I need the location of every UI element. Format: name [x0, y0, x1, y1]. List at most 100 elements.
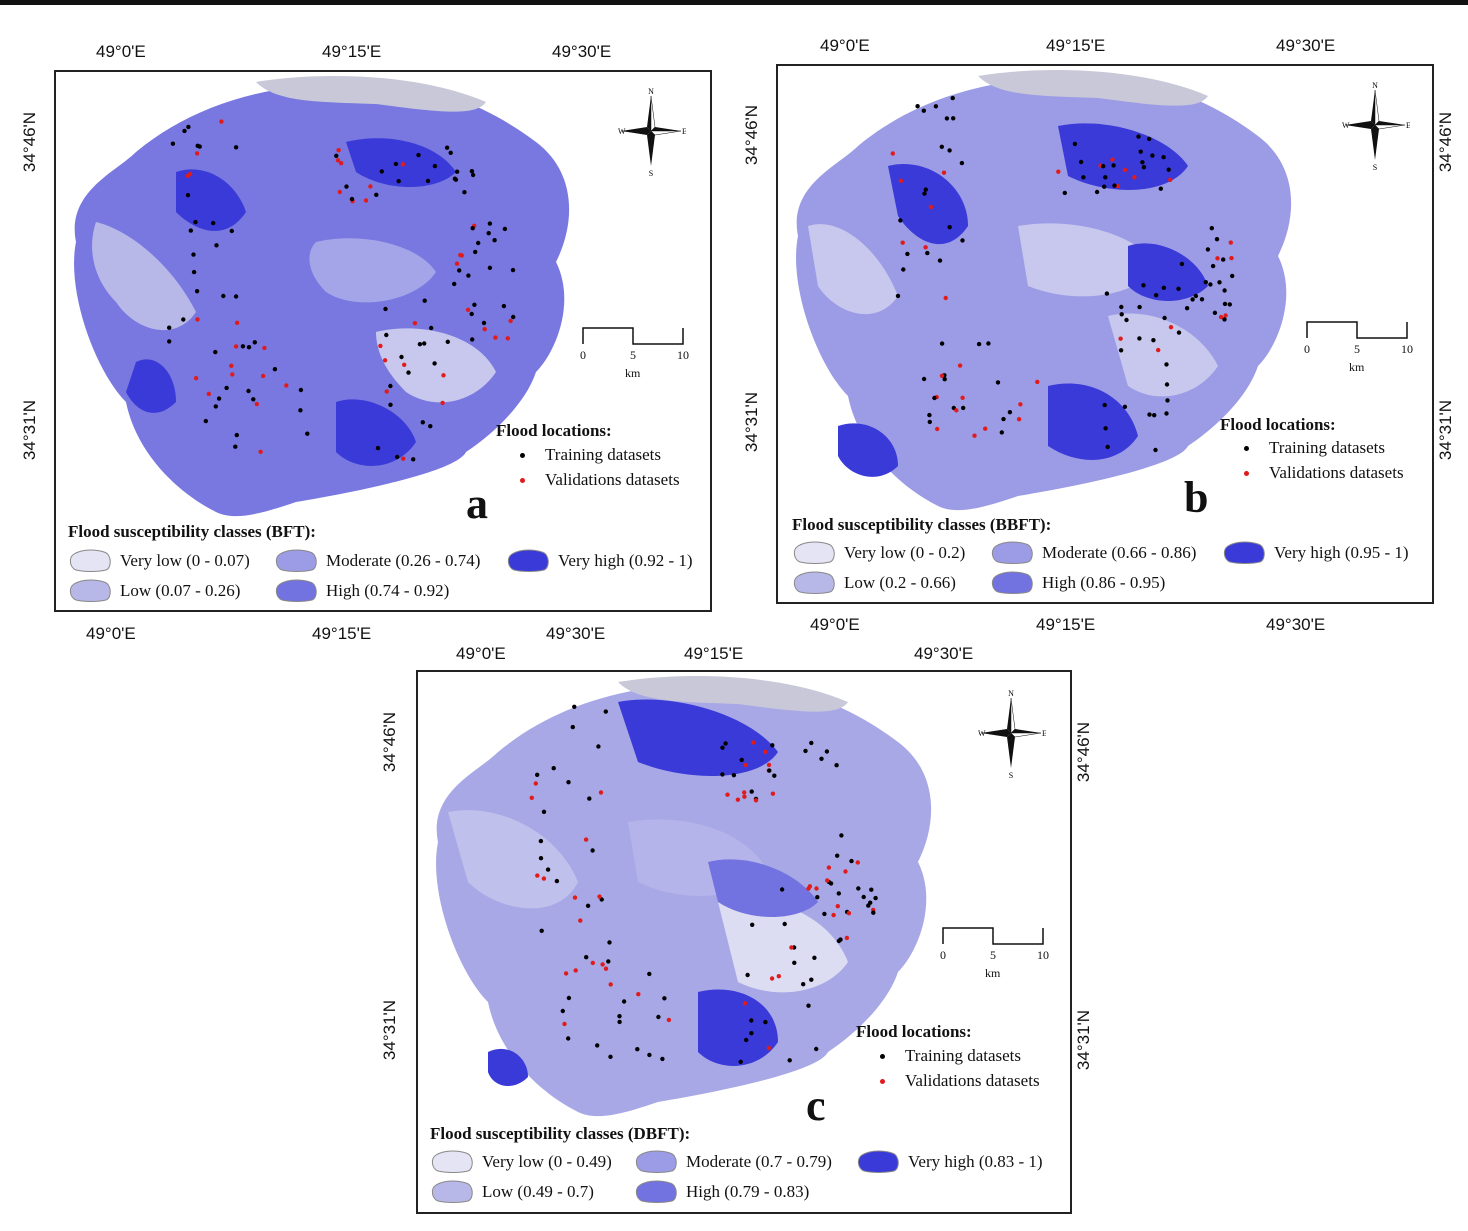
panel-letter: b	[1184, 473, 1209, 522]
flood-location-marker	[873, 895, 878, 901]
flood-location-marker	[349, 196, 355, 202]
flood-location-marker	[538, 838, 544, 844]
flood-location-marker	[486, 231, 491, 236]
lon-label-top: 49°30'E	[552, 42, 612, 61]
flood-location-marker	[399, 354, 404, 360]
flood-location-marker	[957, 363, 963, 368]
flood-location-marker	[233, 444, 238, 449]
flood-location-marker	[731, 773, 737, 778]
flood-location-marker	[233, 344, 239, 349]
flood-location-marker	[792, 960, 797, 965]
flood-location-marker	[1137, 336, 1142, 341]
flood-location-marker	[923, 245, 928, 250]
flood-location-marker	[562, 1021, 567, 1027]
flood-location-marker	[772, 773, 777, 778]
flood-location-marker	[395, 454, 400, 460]
flood-location-marker	[384, 332, 389, 338]
flood-location-marker	[1168, 177, 1173, 182]
flood-location-marker	[836, 891, 841, 896]
flood-location-marker	[181, 317, 186, 322]
flood-location-marker	[1105, 444, 1110, 450]
flood-location-marker	[1161, 285, 1166, 290]
flood-location-marker	[922, 191, 927, 196]
flood-location-marker	[621, 999, 627, 1004]
flood-location-marker	[1154, 293, 1159, 298]
susceptibility-map-a	[74, 76, 570, 517]
flood-location-marker	[836, 938, 842, 944]
flood-location-marker	[960, 238, 965, 243]
lon-label-bottom: 49°30'E	[546, 624, 606, 643]
flood-locations-title: Flood locations:	[496, 421, 612, 440]
lat-label-left: 34°31'N	[380, 999, 400, 1061]
flood-location-marker	[529, 795, 534, 800]
flood-location-marker	[234, 432, 239, 438]
flood-location-marker	[453, 177, 459, 182]
flood-locations-title: Flood locations:	[1220, 415, 1336, 434]
flood-location-marker	[923, 187, 928, 192]
flood-location-marker	[869, 887, 874, 892]
flood-location-marker	[502, 226, 508, 232]
flood-location-marker	[1164, 362, 1169, 367]
flood-location-marker	[1165, 398, 1170, 403]
flood-location-marker	[1103, 175, 1108, 180]
flood-location-marker	[1164, 411, 1169, 416]
flood-location-marker	[1209, 226, 1214, 231]
compass-e: E	[1406, 121, 1410, 130]
flood-location-marker	[814, 886, 819, 891]
flood-location-marker	[194, 289, 200, 294]
flood-location-marker	[809, 977, 814, 982]
flood-location-marker	[834, 763, 839, 768]
flood-location-marker	[976, 341, 982, 347]
flood-location-marker	[742, 1001, 748, 1006]
flood-location-marker	[744, 1037, 749, 1043]
flood-location-marker	[720, 772, 725, 777]
legend-title: Flood susceptibility classes (BBFT):	[792, 515, 1052, 534]
flood-location-marker	[928, 204, 934, 210]
flood-location-marker	[563, 971, 569, 976]
susceptibility-map-c	[436, 676, 932, 1117]
scale-0: 0	[940, 948, 946, 962]
legend-moderate: Moderate (0.7 - 0.79)	[634, 1149, 832, 1175]
flood-location-marker	[942, 377, 947, 382]
flood-location-marker	[815, 895, 820, 900]
flood-location-marker	[749, 1031, 754, 1036]
flood-location-marker	[660, 1056, 665, 1062]
flood-location-marker	[606, 959, 611, 964]
scale-0: 0	[580, 348, 586, 362]
flood-location-marker	[779, 887, 785, 892]
legend-high: High (0.86 - 0.95)	[990, 570, 1165, 596]
lat-label-left: 34°31'N	[742, 391, 762, 453]
flood-location-marker	[469, 169, 475, 174]
flood-location-marker	[1062, 190, 1067, 196]
flood-location-marker	[234, 320, 240, 325]
flood-location-marker	[972, 433, 977, 438]
flood-location-marker	[590, 960, 595, 966]
flood-location-marker	[428, 424, 433, 429]
flood-location-marker	[402, 362, 407, 367]
flood-location-marker	[831, 912, 836, 918]
flood-location-marker	[229, 363, 234, 368]
flood-location-marker	[763, 1019, 768, 1025]
flood-location-marker	[412, 321, 418, 326]
flood-location-marker	[1018, 402, 1023, 407]
flood-location-marker	[905, 251, 910, 257]
flood-location-marker	[1221, 257, 1226, 262]
flood-location-marker	[770, 791, 776, 796]
flood-location-marker	[597, 894, 602, 899]
flood-location-marker	[481, 320, 487, 326]
flood-location-marker	[254, 401, 259, 407]
flood-location-marker	[898, 218, 903, 223]
flood-location-marker	[396, 179, 401, 184]
flood-location-marker	[1179, 261, 1185, 267]
lon-label-bottom: 49°0'E	[86, 624, 136, 643]
lat-label-left: 34°46'N	[742, 104, 762, 166]
flood-location-marker	[1104, 291, 1110, 296]
flood-location-marker	[432, 361, 437, 366]
flood-location-marker	[551, 766, 556, 771]
flood-location-marker	[470, 226, 475, 231]
flood-location-marker	[233, 145, 239, 150]
flood-location-marker	[186, 124, 191, 130]
legend-high: High (0.74 - 0.92)	[274, 578, 449, 604]
flood-location-marker	[167, 325, 172, 330]
flood-location-marker	[535, 772, 540, 777]
